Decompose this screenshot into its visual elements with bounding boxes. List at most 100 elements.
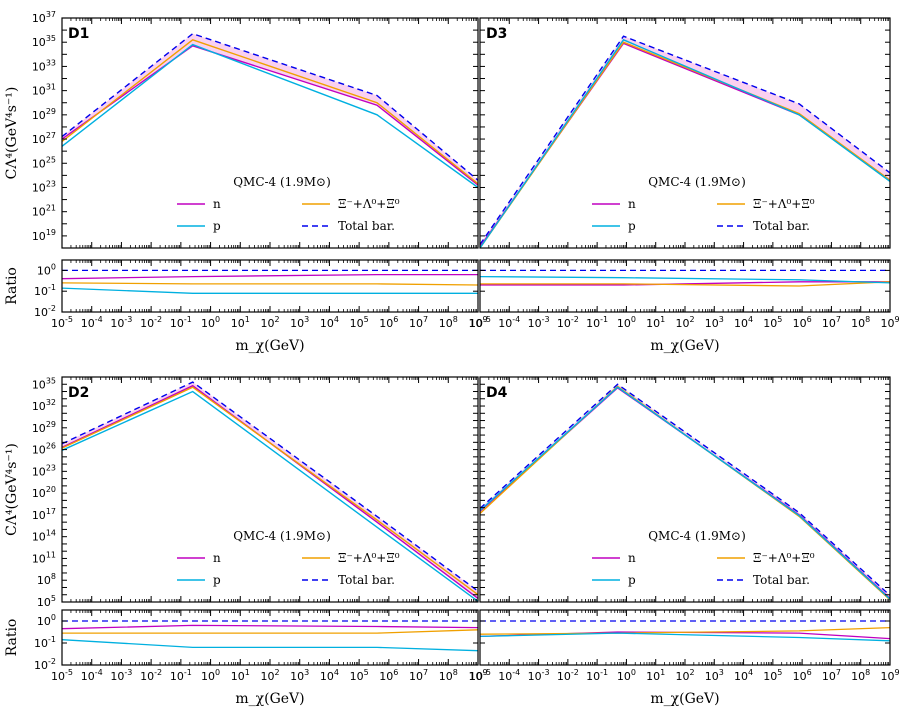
ratio-tick-label: 10-2 [34, 657, 56, 672]
ratio-frame [479, 259, 891, 313]
y-tick-label: 1035 [32, 34, 56, 49]
panel-d4: 10-5 10-4 10-3 10-2 10-1 100 101 102 103 104 105 10… [469, 376, 900, 707]
legend-title: QMC-4 (1.9M⊙) [648, 529, 746, 543]
y-tick-label: 1020 [32, 485, 56, 500]
y-tick-label: 108 [37, 572, 56, 587]
series-line-0 [479, 387, 891, 599]
ratio-frame [479, 609, 891, 666]
x-tick-label: 100 [201, 315, 220, 330]
ratio-line-0 [61, 273, 478, 280]
x-axis-title: m_χ(GeV) [650, 338, 719, 354]
x-tick-label: 102 [675, 668, 694, 683]
x-tick-label: 107 [822, 668, 841, 683]
legend-label: Ξ⁻+Λ⁰+Ξ⁰ [753, 551, 815, 565]
x-tick-label: 103 [290, 315, 309, 330]
y-tick-label: 1029 [32, 107, 56, 122]
x-tick-label: 10-1 [170, 668, 192, 683]
legend-label: n [213, 551, 221, 565]
ratio-frame [61, 609, 479, 666]
x-axis-title: m_χ(GeV) [235, 338, 304, 354]
legend-label: p [628, 573, 636, 587]
ratio-tick-label: 10-1 [34, 283, 56, 298]
series-line-3 [479, 383, 891, 597]
ratio-axis-title: Ratio [4, 619, 20, 657]
panel-label: D2 [68, 385, 89, 401]
ratio-line-1 [479, 626, 891, 635]
x-tick-label: 104 [734, 315, 753, 330]
y-tick-label: 1011 [32, 550, 56, 565]
x-tick-label: 103 [705, 315, 724, 330]
series-line-0 [479, 42, 891, 248]
x-tick-label: 105 [763, 668, 782, 683]
series-line-1 [61, 386, 479, 596]
x-tick-label: 106 [793, 315, 812, 330]
x-tick-label: 10-4 [498, 668, 520, 683]
y-axis-title: CΛ⁴(GeV⁴s⁻¹) [4, 443, 20, 536]
x-tick-label: 109 [880, 315, 899, 330]
x-tick-label: 10-1 [586, 315, 608, 330]
x-tick-label: 10-2 [140, 315, 162, 330]
main-frame [61, 376, 479, 603]
x-tick-label: 10-3 [528, 315, 550, 330]
y-tick-label: 1021 [32, 204, 56, 219]
legend-label: Ξ⁻+Λ⁰+Ξ⁰ [753, 197, 815, 211]
x-tick-label: 100 [617, 668, 636, 683]
y-tick-label: 1023 [32, 179, 56, 194]
x-tick-label: 10-3 [528, 668, 550, 683]
x-tick-label: 101 [646, 668, 665, 683]
x-tick-label: 104 [320, 668, 339, 683]
y-axis-title: CΛ⁴(GeV⁴s⁻¹) [4, 87, 20, 180]
x-tick-label: 10-3 [110, 315, 132, 330]
x-tick-label: 100 [617, 315, 636, 330]
legend-label: Total bar. [338, 573, 395, 587]
x-tick-label: 106 [793, 668, 812, 683]
y-tick-label: 1032 [32, 398, 56, 413]
ratio-line-2 [479, 632, 891, 642]
legend-label: Ξ⁻+Λ⁰+Ξ⁰ [338, 197, 400, 211]
x-tick-label: 10-2 [557, 315, 579, 330]
x-tick-label: 10-4 [81, 315, 103, 330]
y-tick-label: 1026 [32, 442, 56, 457]
panel-label: D3 [486, 26, 507, 42]
series-line-3 [61, 381, 479, 592]
legend-label: p [628, 219, 636, 233]
main-frame [479, 376, 891, 603]
y-tick-label: 1017 [32, 507, 56, 522]
legend-label: n [628, 197, 636, 211]
panel-d1: 10-5 10-4 10-3 10-2 10-1 100 101 102 103 104 105 10… [4, 10, 488, 354]
x-axis-title: m_χ(GeV) [650, 691, 719, 707]
band-fill [62, 382, 478, 599]
x-tick-label: 101 [231, 668, 250, 683]
x-tick-label: 103 [290, 668, 309, 683]
y-tick-label: 1037 [32, 10, 56, 25]
x-tick-label: 101 [231, 315, 250, 330]
y-tick-label: 1031 [32, 83, 56, 98]
x-tick-label: 109 [880, 668, 899, 683]
y-tick-label: 1029 [32, 420, 56, 435]
x-tick-label: 104 [734, 668, 753, 683]
x-tick-label: 105 [763, 315, 782, 330]
series-line-2 [479, 386, 891, 600]
series-line-2 [61, 390, 479, 602]
series-line-1 [479, 41, 891, 249]
x-tick-label: 10-5 [51, 668, 73, 683]
series-line-1 [61, 39, 479, 185]
ratio-line-2 [479, 275, 891, 284]
y-tick-label: 1019 [32, 228, 56, 243]
x-tick-label: 109 [468, 315, 487, 330]
x-tick-label: 10-2 [140, 668, 162, 683]
series-line-3 [61, 32, 479, 181]
x-tick-label: 102 [260, 315, 279, 330]
y-tick-label: 105 [37, 594, 56, 609]
band-fill [62, 33, 478, 186]
y-tick-label: 1027 [32, 131, 56, 146]
ratio-line-0 [61, 624, 479, 630]
band-fill [480, 384, 890, 599]
x-tick-label: 10-3 [110, 668, 132, 683]
ratio-line-2 [61, 287, 478, 294]
ratio-frame [61, 259, 479, 313]
x-tick-label: 10-5 [51, 315, 73, 330]
x-tick-label: 109 [468, 668, 487, 683]
x-tick-label: 105 [350, 315, 369, 330]
